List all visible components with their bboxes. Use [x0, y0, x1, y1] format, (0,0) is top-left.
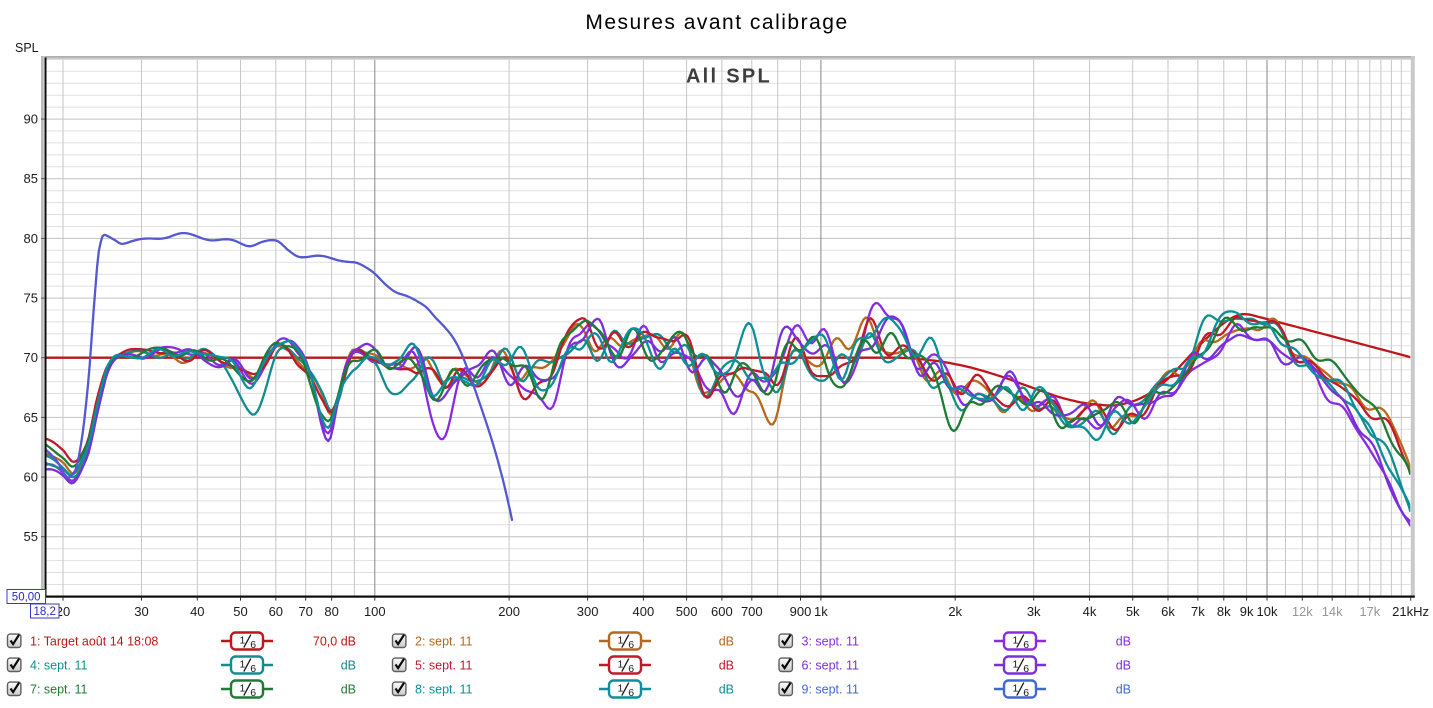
svg-text:90: 90	[24, 112, 38, 127]
svg-text:dB: dB	[719, 683, 734, 697]
svg-text:70,0 dB: 70,0 dB	[313, 635, 356, 649]
svg-text:4: sept. 11: 4: sept. 11	[30, 659, 87, 673]
svg-text:6: 6	[628, 663, 634, 675]
svg-text:10k: 10k	[1257, 604, 1278, 619]
svg-text:6: 6	[250, 639, 256, 651]
svg-text:60: 60	[269, 604, 283, 619]
svg-text:8: sept. 11: 8: sept. 11	[415, 683, 472, 697]
svg-text:70: 70	[24, 350, 38, 365]
svg-text:12k: 12k	[1292, 604, 1313, 619]
svg-text:4k: 4k	[1083, 604, 1097, 619]
svg-text:70: 70	[298, 604, 312, 619]
svg-text:55: 55	[24, 529, 38, 544]
svg-text:300: 300	[577, 604, 599, 619]
svg-text:5k: 5k	[1126, 604, 1140, 619]
svg-text:dB: dB	[341, 659, 356, 673]
svg-text:50: 50	[233, 604, 247, 619]
svg-text:600: 600	[711, 604, 733, 619]
svg-text:65: 65	[24, 410, 38, 425]
svg-text:SPL: SPL	[15, 41, 39, 55]
svg-text:dB: dB	[719, 635, 734, 649]
svg-text:400: 400	[633, 604, 655, 619]
svg-text:6: 6	[250, 663, 256, 675]
svg-text:6: 6	[1023, 687, 1029, 699]
svg-text:100: 100	[364, 604, 386, 619]
svg-text:1: 1	[1013, 659, 1019, 671]
svg-text:9: sept. 11: 9: sept. 11	[802, 683, 859, 697]
svg-text:6: 6	[628, 639, 634, 651]
svg-text:All SPL: All SPL	[686, 66, 772, 88]
svg-text:dB: dB	[341, 683, 356, 697]
svg-text:2: sept. 11: 2: sept. 11	[415, 635, 472, 649]
svg-text:3k: 3k	[1027, 604, 1041, 619]
svg-text:1: Target août 14 18:08: 1: Target août 14 18:08	[30, 635, 158, 649]
svg-text:500: 500	[676, 604, 698, 619]
svg-text:80: 80	[24, 231, 38, 246]
svg-text:60: 60	[24, 470, 38, 485]
svg-text:5: sept. 11: 5: sept. 11	[415, 659, 472, 673]
svg-text:6: 6	[1023, 663, 1029, 675]
svg-text:dB: dB	[1116, 683, 1131, 697]
svg-text:9k: 9k	[1240, 604, 1254, 619]
svg-text:Mesures avant calibrage: Mesures avant calibrage	[585, 11, 848, 34]
svg-text:1: 1	[240, 635, 246, 647]
svg-text:2k: 2k	[948, 604, 962, 619]
svg-text:1: 1	[618, 635, 624, 647]
svg-text:1: 1	[1013, 635, 1019, 647]
svg-text:6: 6	[1023, 639, 1029, 651]
svg-text:50,00: 50,00	[12, 592, 41, 604]
svg-text:8k: 8k	[1217, 604, 1231, 619]
svg-text:6: 6	[628, 687, 634, 699]
svg-text:7k: 7k	[1191, 604, 1205, 619]
svg-text:dB: dB	[1116, 635, 1131, 649]
svg-text:1: 1	[618, 659, 624, 671]
svg-text:1: 1	[240, 683, 246, 695]
svg-text:1: 1	[1013, 683, 1019, 695]
svg-text:85: 85	[24, 171, 38, 186]
svg-text:200: 200	[498, 604, 520, 619]
svg-text:1: 1	[618, 683, 624, 695]
svg-text:21kHz: 21kHz	[1392, 604, 1429, 619]
svg-text:30: 30	[134, 604, 148, 619]
svg-text:dB: dB	[1116, 659, 1131, 673]
svg-text:dB: dB	[719, 659, 734, 673]
svg-text:75: 75	[24, 291, 38, 306]
svg-text:3: sept. 11: 3: sept. 11	[802, 635, 859, 649]
svg-text:1k: 1k	[814, 604, 828, 619]
svg-text:6: 6	[250, 687, 256, 699]
svg-text:18,2: 18,2	[34, 606, 56, 618]
svg-text:7: sept. 11: 7: sept. 11	[30, 683, 87, 697]
svg-text:17k: 17k	[1359, 604, 1380, 619]
svg-text:80: 80	[324, 604, 338, 619]
svg-text:6k: 6k	[1161, 604, 1175, 619]
svg-text:40: 40	[190, 604, 204, 619]
svg-text:1: 1	[240, 659, 246, 671]
svg-text:900: 900	[790, 604, 812, 619]
svg-text:700: 700	[741, 604, 763, 619]
svg-text:14k: 14k	[1322, 604, 1343, 619]
svg-text:6: sept. 11: 6: sept. 11	[802, 659, 859, 673]
